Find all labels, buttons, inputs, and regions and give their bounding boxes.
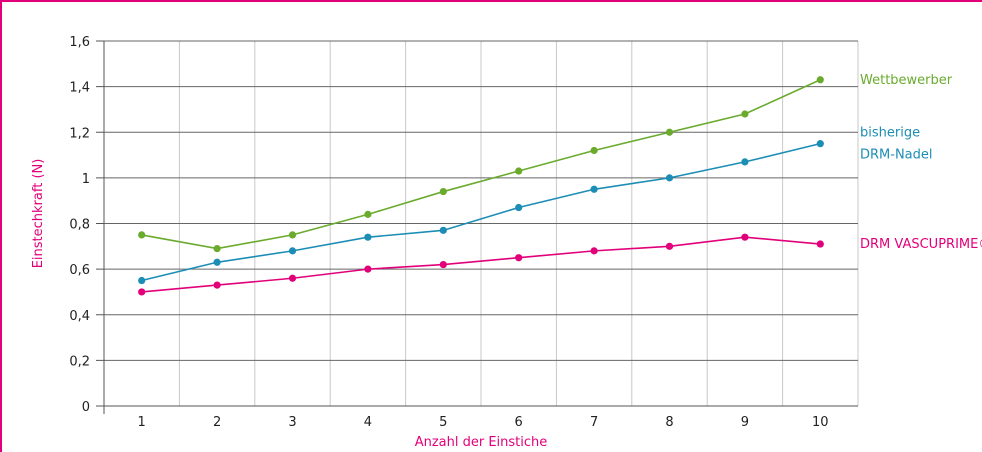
- x-tick-label: 5: [439, 415, 447, 430]
- data-point: [816, 140, 824, 148]
- series-line: [141, 79, 821, 250]
- y-tick-label: 0: [82, 400, 90, 415]
- data-point: [665, 174, 674, 182]
- data-point: [665, 128, 674, 136]
- data-point: [741, 233, 749, 241]
- data-point: [439, 187, 447, 196]
- legend-label: Wettbewerber: [860, 73, 953, 88]
- y-tick-label: 1,4: [69, 81, 90, 96]
- legend-label-line: DRM-Nadel: [860, 148, 933, 163]
- data-point: [288, 247, 297, 255]
- y-tick-label: 0,4: [69, 309, 90, 324]
- data-point: [364, 265, 372, 273]
- legend-label-line: bisherige: [860, 126, 920, 141]
- data-point: [439, 260, 447, 269]
- legend: Wettbewerber bisherige DRM-Nadel DRM VASCUP…: [860, 73, 982, 252]
- data-point: [288, 274, 297, 282]
- y-tick-label: 1: [82, 172, 90, 187]
- x-tick-label: 2: [213, 415, 221, 430]
- legend-label-line: DRM VASCUPRIME®: [860, 237, 982, 252]
- series-line: [141, 142, 821, 282]
- x-tick-label: 10: [812, 415, 829, 430]
- data-point: [213, 281, 221, 289]
- axes: 0 0,2 0,4 0,6 0,8 1 1,2 1,4 1,6 1 2 3 4 5 6 7 8 9 10: [69, 35, 858, 430]
- y-tick-label: 0,2: [69, 354, 90, 369]
- series-line: [141, 236, 821, 293]
- data-point: [213, 244, 221, 253]
- data-point: [138, 276, 146, 285]
- data-point: [138, 231, 146, 239]
- y-axis-title: Einstechkraft (N): [31, 159, 46, 269]
- data-point: [665, 242, 674, 250]
- data-point: [590, 146, 598, 155]
- legend-label: DRM VASCUPRIME®: [860, 237, 982, 252]
- x-tick-label: 6: [515, 415, 523, 430]
- data-point: [364, 233, 372, 241]
- y-tick-label: 0,6: [69, 263, 90, 278]
- gridlines: [104, 40, 859, 406]
- x-tick-label: 3: [288, 415, 296, 430]
- legend-label-line: Wettbewerber: [860, 73, 953, 88]
- x-tick-label: 1: [138, 415, 146, 430]
- x-tick-label: 8: [665, 415, 673, 430]
- data-point: [816, 76, 824, 84]
- data-point: [213, 258, 221, 266]
- x-tick-label: 4: [364, 415, 372, 430]
- data-point: [439, 226, 447, 234]
- data-point: [741, 158, 749, 166]
- data-point: [590, 247, 598, 255]
- legend-label: bisherige DRM-Nadel: [860, 126, 933, 163]
- data-point: [288, 231, 297, 239]
- series-layer: [138, 76, 824, 296]
- data-point: [138, 288, 146, 296]
- x-tick-label: 7: [590, 415, 598, 430]
- data-point: [741, 110, 749, 118]
- data-point: [364, 210, 372, 218]
- y-tick-label: 1,6: [69, 35, 90, 50]
- y-tick-label: 0,8: [69, 218, 90, 233]
- y-tick-label: 1,2: [69, 126, 90, 141]
- data-point: [515, 254, 523, 262]
- x-tick-label: 9: [741, 415, 749, 430]
- x-axis-title: Anzahl der Einstiche: [415, 435, 548, 450]
- data-point: [515, 167, 523, 175]
- data-point: [515, 203, 523, 212]
- data-point: [816, 240, 824, 248]
- data-point: [590, 185, 598, 193]
